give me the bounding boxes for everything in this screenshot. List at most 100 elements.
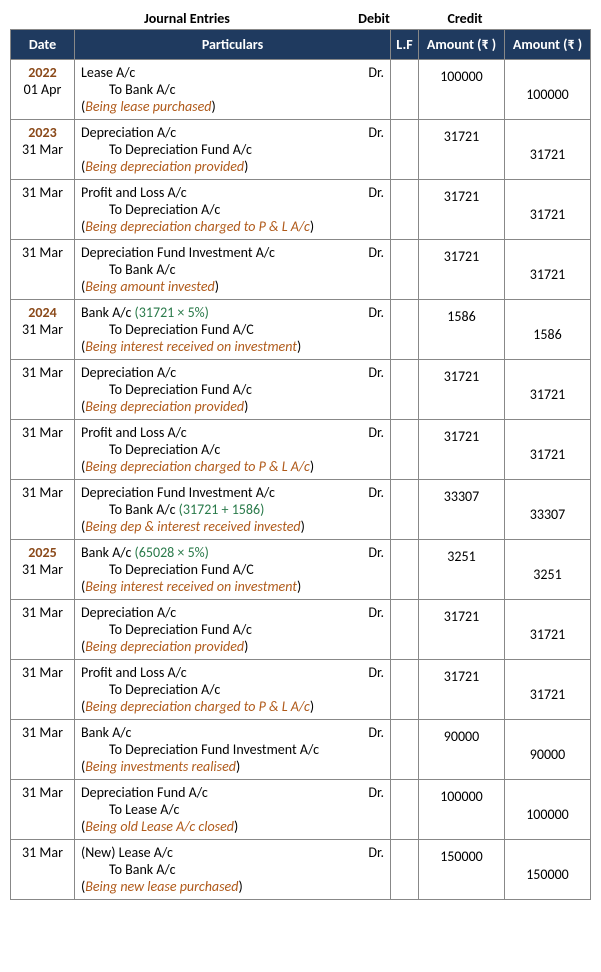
dr-mark: Dr.	[368, 544, 384, 561]
table-row: 31 Mar Dr. Depreciation Fund Investment A/…	[11, 480, 591, 540]
cell-lf	[391, 600, 419, 660]
title-journal: Journal Entries	[10, 10, 300, 27]
journal-table: Date Particulars L.F Amount (₹ ) Amount …	[10, 29, 591, 900]
cell-credit: 31721	[505, 360, 591, 420]
debit-value: 31721	[425, 604, 498, 625]
narration: (Being investments realised)	[81, 758, 356, 775]
date-text: 31 Mar	[17, 321, 68, 338]
table-row: 202431 MarDr.Bank A/c (31721 × 5%)To Dep…	[11, 300, 591, 360]
cell-lf	[391, 720, 419, 780]
particulars-line1: Depreciation Fund Investment A/c	[81, 484, 356, 501]
year-text: 2022	[17, 64, 68, 81]
cell-particulars: Dr.(New) Lease A/cTo Bank A/c(Being new …	[75, 840, 391, 900]
particulars-line2: To Lease A/c	[81, 801, 356, 818]
debit-value: 31721	[425, 424, 498, 445]
cell-credit: 100000	[505, 780, 591, 840]
debit-value: 100000	[425, 64, 498, 85]
dr-mark: Dr.	[368, 664, 384, 681]
dr-mark: Dr.	[368, 364, 384, 381]
date-text: 31 Mar	[17, 244, 68, 261]
particulars-line1: Depreciation A/c	[81, 604, 356, 621]
debit-value: 150000	[425, 844, 498, 865]
cell-credit: 33307	[505, 480, 591, 540]
particulars-line1: Bank A/c	[81, 724, 356, 741]
cell-date: 31 Mar	[11, 840, 75, 900]
particulars-line2: To Depreciation Fund A/c	[81, 621, 356, 638]
credit-value: 100000	[511, 784, 584, 823]
cell-date: 202431 Mar	[11, 300, 75, 360]
cell-debit: 31721	[419, 180, 505, 240]
cell-credit: 90000	[505, 720, 591, 780]
cell-lf	[391, 660, 419, 720]
date-text: 01 Apr	[17, 81, 68, 98]
credit-value: 31721	[511, 364, 584, 403]
header-amount-dr: Amount (₹ )	[419, 30, 505, 60]
particulars-line2: To Depreciation Fund A/C	[81, 561, 356, 578]
date-text: 31 Mar	[17, 561, 68, 578]
year-text: 2024	[17, 304, 68, 321]
credit-value: 150000	[511, 844, 584, 883]
dr-mark: Dr.	[368, 184, 384, 201]
table-row: 31 Mar Dr. Profit and Loss A/cTo Depreciat…	[11, 180, 591, 240]
particulars-line2: To Depreciation Fund A/c	[81, 141, 356, 158]
credit-value: 31721	[511, 604, 584, 643]
cell-credit: 150000	[505, 840, 591, 900]
cell-date: 31 Mar	[11, 180, 75, 240]
cell-credit: 100000	[505, 60, 591, 120]
cell-date: 31 Mar	[11, 600, 75, 660]
debit-value: 31721	[425, 184, 498, 205]
cell-date: 31 Mar	[11, 360, 75, 420]
particulars-line1: Profit and Loss A/c	[81, 184, 356, 201]
debit-value: 100000	[425, 784, 498, 805]
cell-particulars: Dr.Depreciation Fund A/cTo Lease A/c(Bei…	[75, 780, 391, 840]
cell-debit: 90000	[419, 720, 505, 780]
dr-mark: Dr.	[368, 484, 384, 501]
cell-particulars: Dr.Lease A/cTo Bank A/c(Being lease purc…	[75, 60, 391, 120]
dr-mark: Dr.	[368, 244, 384, 261]
cell-debit: 31721	[419, 360, 505, 420]
cell-particulars: Dr. Depreciation Fund Investment A/cTo Ba…	[75, 480, 391, 540]
cell-debit: 1586	[419, 300, 505, 360]
cell-date: 202201 Apr	[11, 60, 75, 120]
table-row: 31 MarDr.Profit and Loss A/cTo Depreciat…	[11, 660, 591, 720]
debit-value: 90000	[425, 724, 498, 745]
particulars-line2: To Depreciation A/c	[81, 201, 356, 218]
particulars-line1: Bank A/c (65028 × 5%)	[81, 544, 356, 561]
credit-value: 3251	[511, 544, 584, 583]
cell-lf	[391, 300, 419, 360]
debit-value: 1586	[425, 304, 498, 325]
credit-value: 31721	[511, 424, 584, 463]
credit-value: 31721	[511, 184, 584, 223]
year-text: 2023	[17, 124, 68, 141]
cell-date: 31 Mar	[11, 780, 75, 840]
credit-value: 90000	[511, 724, 584, 763]
particulars-line1: Lease A/c	[81, 64, 356, 81]
date-text: 31 Mar	[17, 424, 68, 441]
narration: (Being dep & interest received invested)	[81, 518, 356, 535]
particulars-line2: To Depreciation A/c	[81, 681, 356, 698]
date-text: 31 Mar	[17, 184, 68, 201]
particulars-line1: (New) Lease A/c	[81, 844, 356, 861]
calc-text: (31721 + 1586)	[179, 501, 265, 518]
cell-date: 202331 Mar	[11, 120, 75, 180]
cell-credit: 31721	[505, 600, 591, 660]
table-row: 31 MarDr.Depreciation A/cTo Depreciation…	[11, 360, 591, 420]
narration: (Being depreciation charged to P & L A/c…	[81, 458, 356, 475]
calc-text: (31721 × 5%)	[135, 304, 209, 321]
date-text: 31 Mar	[17, 484, 68, 501]
cell-lf	[391, 240, 419, 300]
debit-value: 31721	[425, 664, 498, 685]
narration: (Being old Lease A/c closed)	[81, 818, 356, 835]
credit-value: 31721	[511, 124, 584, 163]
date-text: 31 Mar	[17, 141, 68, 158]
cell-particulars: Dr.Profit and Loss A/cTo Depreciation A/…	[75, 660, 391, 720]
cell-particulars: Dr.Bank A/c (31721 × 5%)To Depreciation …	[75, 300, 391, 360]
cell-particulars: Dr.Depreciation A/cTo Depreciation Fund …	[75, 600, 391, 660]
table-row: 202531 MarDr.Bank A/c (65028 × 5%)To Dep…	[11, 540, 591, 600]
debit-value: 31721	[425, 364, 498, 385]
cell-particulars: Dr.Depreciation A/cTo Depreciation Fund …	[75, 360, 391, 420]
cell-lf	[391, 480, 419, 540]
particulars-line2: To Depreciation A/c	[81, 441, 356, 458]
particulars-line2: To Bank A/c (31721 + 1586)	[81, 501, 356, 518]
particulars-line2: To Depreciation Fund A/c	[81, 381, 356, 398]
